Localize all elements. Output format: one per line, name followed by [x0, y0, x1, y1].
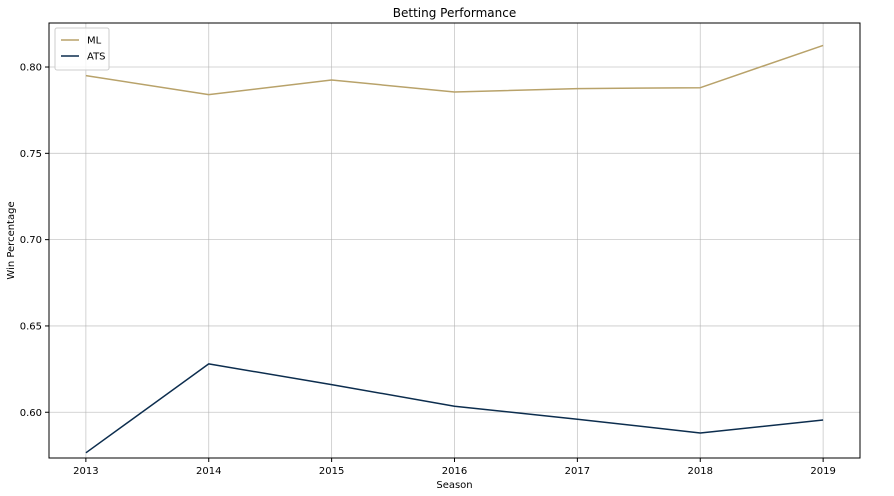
x-tick-label: 2014 [196, 466, 221, 477]
y-tick-label: 0.65 [20, 321, 42, 332]
series-layer [85, 44, 824, 454]
grid [49, 23, 860, 458]
x-tick-label: 2015 [319, 466, 344, 477]
legend-label-ml: ML [87, 36, 102, 47]
y-tick-label: 0.75 [20, 149, 42, 160]
series-line-ml [85, 44, 824, 96]
x-axis-ticks: 2013 2014 2015 2016 2017 2018 2019 [73, 458, 836, 477]
chart-title: Betting Performance [393, 6, 516, 20]
x-tick-label: 2019 [810, 466, 835, 477]
x-tick-label: 2017 [565, 466, 590, 477]
legend-box [54, 27, 110, 71]
y-axis-ticks: 0.60 0.65 0.70 0.75 0.80 [20, 63, 49, 419]
y-axis-label: Win Percentage [6, 201, 17, 279]
legend-label-ats: ATS [87, 52, 106, 63]
x-tick-label: 2013 [73, 466, 98, 477]
x-tick-label: 2018 [688, 466, 713, 477]
y-tick-label: 0.80 [20, 63, 42, 74]
y-tick-label: 0.60 [20, 408, 42, 419]
x-axis-label: Season [436, 480, 472, 491]
x-tick-label: 2016 [442, 466, 467, 477]
y-tick-label: 0.70 [20, 235, 42, 246]
series-line-ats [85, 363, 824, 454]
legend: ML ATS [54, 27, 110, 71]
